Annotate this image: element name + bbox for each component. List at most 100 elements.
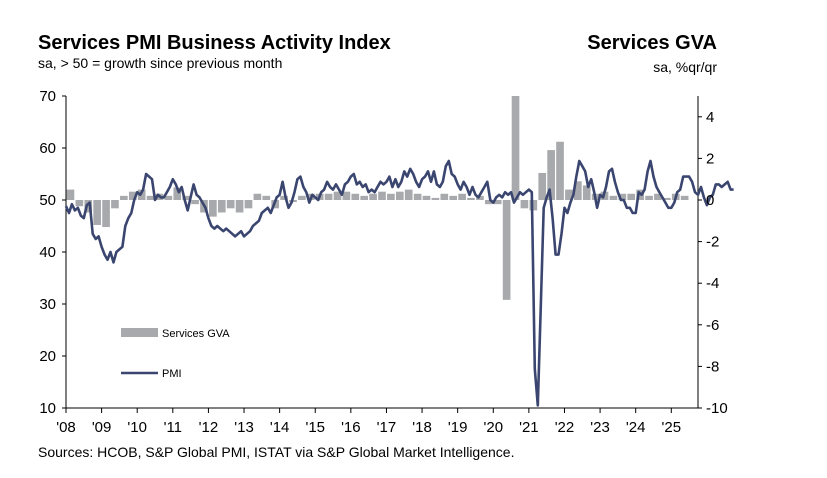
gva-bar <box>645 195 653 200</box>
gva-bar <box>360 195 369 200</box>
gva-bar <box>253 193 262 200</box>
gva-bar <box>565 189 573 200</box>
gva-bar <box>547 150 555 200</box>
x-tick-label: '19 <box>448 419 468 436</box>
tick-labels: 10 20 30 40 50 60 70 -10 -8 -6 -4 -2 0 2 4 '08 '09 '10 '11… <box>39 88 727 436</box>
gva-bar <box>484 200 493 205</box>
chart-title: Services PMI Business Activity Index <box>38 32 391 54</box>
gva-bar <box>538 172 547 200</box>
gva-bar <box>342 191 351 200</box>
gva-bar <box>75 200 84 207</box>
gva-bar <box>458 193 466 200</box>
right-tick-label: -6 <box>706 317 719 334</box>
gva-bar <box>280 195 288 200</box>
gva-bar <box>529 200 538 211</box>
gva-bar <box>226 200 235 209</box>
x-tick-label: '22 <box>555 419 575 436</box>
chart-axes <box>62 95 702 413</box>
gva-bar <box>387 193 395 200</box>
gva-bar <box>467 197 475 200</box>
gva-bar <box>574 181 582 200</box>
gva-bar <box>556 141 564 200</box>
left-tick-label: 70 <box>39 88 56 105</box>
gva-bar <box>449 195 458 200</box>
gva-bar <box>627 193 636 200</box>
x-tick-label: '08 <box>56 419 76 436</box>
right-tick-label: -8 <box>706 358 719 375</box>
gva-bar <box>102 200 110 228</box>
gva-bar <box>84 200 93 213</box>
right-axis-subtitle: sa, %qr/qr <box>653 59 717 75</box>
legend-gva-swatch <box>121 328 158 337</box>
x-tick-label: '09 <box>92 419 112 436</box>
gva-bar <box>111 200 119 209</box>
right-tick-label: -4 <box>706 275 719 292</box>
x-tick-label: '15 <box>305 419 325 436</box>
x-tick-label: '23 <box>590 419 610 436</box>
x-tick-label: '13 <box>234 419 254 436</box>
gva-bar <box>440 193 449 200</box>
left-tick-label: 30 <box>39 296 56 313</box>
gva-bar <box>298 195 306 200</box>
gva-bar <box>511 96 520 200</box>
gva-bar <box>680 195 689 200</box>
legend-pmi-label: PMI <box>162 368 182 380</box>
gva-bar <box>378 191 386 200</box>
gva-bar <box>502 200 511 300</box>
gva-bar <box>422 195 431 200</box>
gva-bar <box>404 189 413 200</box>
x-tick-label: '18 <box>412 419 432 436</box>
right-tick-label: 4 <box>706 109 714 126</box>
gva-bar <box>413 193 422 200</box>
pmi-line <box>64 159 734 407</box>
gva-bar <box>609 195 618 200</box>
gva-bar <box>120 195 128 200</box>
x-tick-label: '12 <box>199 419 219 436</box>
x-tick-label: '14 <box>270 419 290 436</box>
gva-bar <box>164 195 173 200</box>
gva-bar <box>93 200 101 225</box>
x-tick-label: '24 <box>626 419 646 436</box>
legend: Services GVA PMI <box>121 328 230 380</box>
gva-bar <box>146 195 155 200</box>
left-tick-label: 60 <box>39 140 56 157</box>
x-tick-label: '11 <box>164 419 182 436</box>
right-tick-label: -10 <box>706 400 728 417</box>
gva-bar <box>395 191 404 200</box>
left-tick-label: 50 <box>39 192 56 209</box>
gva-bar <box>493 200 502 205</box>
gva-bar <box>369 193 377 200</box>
right-tick-label: -2 <box>706 234 719 251</box>
right-tick-label: 2 <box>706 150 714 167</box>
gva-bar <box>262 195 271 200</box>
x-tick-label: '16 <box>341 419 361 436</box>
gva-bar <box>209 200 217 217</box>
x-tick-label: '20 <box>483 419 503 436</box>
gva-bar <box>582 185 591 200</box>
legend-gva-label: Services GVA <box>162 328 230 340</box>
left-tick-label: 40 <box>39 244 56 261</box>
x-tick-label: '21 <box>519 419 539 436</box>
x-tick-label: '10 <box>127 419 147 436</box>
gva-bar <box>217 200 226 213</box>
gva-bar <box>191 200 199 205</box>
gva-bar <box>173 187 182 200</box>
left-tick-label: 10 <box>39 400 56 417</box>
gva-bar <box>520 200 529 209</box>
gva-bar <box>235 200 244 213</box>
gva-bar <box>182 195 190 200</box>
gva-bar <box>654 193 662 200</box>
gva-bar <box>351 193 360 200</box>
gva-bar <box>663 197 671 200</box>
gva-bar <box>431 197 440 200</box>
right-axis-title: Services GVA <box>587 32 717 54</box>
right-tick-label: 0 <box>706 192 714 209</box>
gva-bar <box>324 193 333 200</box>
x-tick-label: '17 <box>377 419 397 436</box>
pmi-line-group <box>64 159 734 407</box>
x-tick-label: '25 <box>662 419 682 436</box>
gva-bar <box>618 193 627 200</box>
source-note: Sources: HCOB, S&P Global PMI, ISTAT via… <box>38 444 515 460</box>
chart-subtitle: sa, > 50 = growth since previous month <box>38 55 283 71</box>
